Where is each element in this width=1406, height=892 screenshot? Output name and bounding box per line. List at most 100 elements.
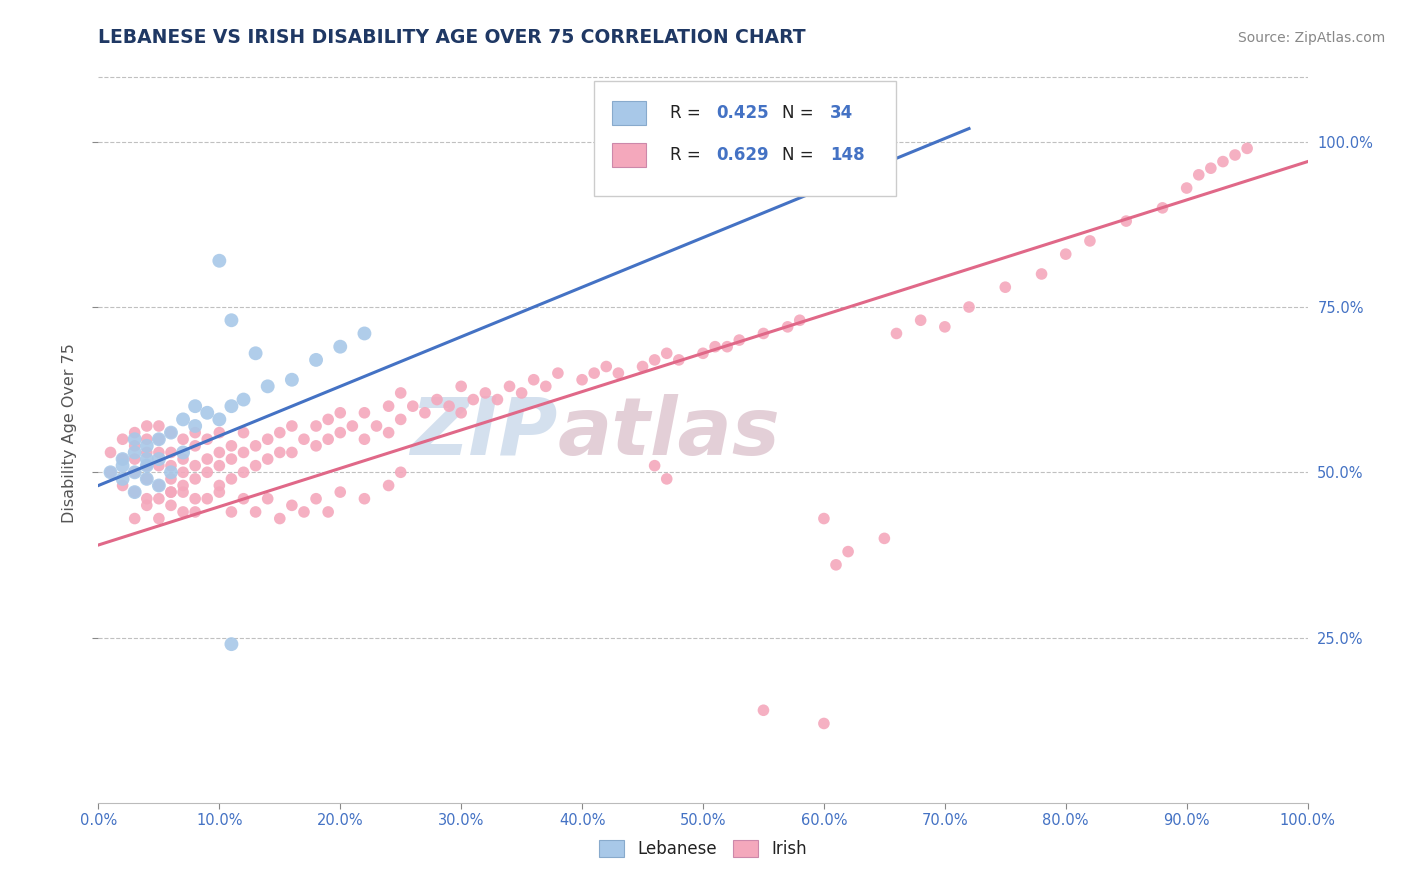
Text: 148: 148	[830, 146, 865, 164]
Point	[160, 458, 183, 473]
Point	[135, 419, 157, 434]
Point	[208, 412, 231, 426]
Point	[534, 379, 557, 393]
Point	[366, 419, 388, 434]
Point	[1031, 267, 1053, 281]
Point	[148, 478, 170, 492]
Point	[124, 452, 146, 467]
Point	[111, 432, 134, 446]
Point	[135, 472, 157, 486]
Point	[1188, 168, 1211, 182]
Point	[873, 532, 896, 546]
Point	[353, 326, 375, 341]
Point	[547, 366, 569, 380]
Point	[752, 326, 775, 341]
Point	[100, 445, 122, 459]
Point	[208, 425, 231, 440]
Point	[135, 439, 157, 453]
Point	[135, 491, 157, 506]
FancyBboxPatch shape	[613, 101, 645, 125]
Point	[135, 432, 157, 446]
Point	[148, 419, 170, 434]
Point	[474, 386, 496, 401]
Point	[523, 373, 546, 387]
Point	[329, 406, 352, 420]
Point	[934, 319, 956, 334]
Point	[245, 458, 267, 473]
Point	[402, 399, 425, 413]
Point	[160, 472, 183, 486]
Point	[281, 445, 304, 459]
Point	[135, 499, 157, 513]
Point	[256, 491, 278, 506]
Point	[111, 458, 134, 473]
Point	[124, 445, 146, 459]
Point	[245, 439, 267, 453]
Point	[728, 333, 751, 347]
Point	[160, 465, 183, 479]
Point	[752, 703, 775, 717]
Text: 34: 34	[830, 103, 853, 122]
Point	[413, 406, 436, 420]
Point	[789, 313, 811, 327]
Point	[269, 445, 291, 459]
Point	[269, 511, 291, 525]
Point	[837, 544, 859, 558]
Point	[281, 499, 304, 513]
Point	[1115, 214, 1137, 228]
Point	[486, 392, 509, 407]
Point	[208, 485, 231, 500]
Point	[1175, 181, 1198, 195]
Point	[160, 425, 183, 440]
Point	[172, 485, 194, 500]
Point	[655, 346, 678, 360]
Point	[232, 465, 254, 479]
Point	[172, 505, 194, 519]
Point	[195, 406, 218, 420]
Point	[195, 452, 218, 467]
Point	[148, 511, 170, 525]
Point	[172, 432, 194, 446]
Point	[1236, 141, 1258, 155]
Point	[692, 346, 714, 360]
Point	[232, 425, 254, 440]
Point	[195, 465, 218, 479]
Point	[195, 491, 218, 506]
Point	[1078, 234, 1101, 248]
Point	[377, 399, 399, 413]
Point	[124, 425, 146, 440]
Point	[305, 439, 328, 453]
Point	[329, 425, 352, 440]
Point	[160, 499, 183, 513]
Point	[813, 716, 835, 731]
Point	[184, 458, 207, 473]
Point	[124, 465, 146, 479]
Point	[245, 505, 267, 519]
Point	[716, 340, 738, 354]
Point	[813, 511, 835, 525]
Point	[292, 505, 315, 519]
Point	[353, 406, 375, 420]
Point	[316, 505, 339, 519]
Point	[305, 491, 328, 506]
Point	[111, 472, 134, 486]
Point	[571, 373, 593, 387]
Text: 0.425: 0.425	[716, 103, 769, 122]
Point	[160, 485, 183, 500]
Point	[463, 392, 485, 407]
Point	[316, 432, 339, 446]
Point	[1223, 148, 1246, 162]
Point	[148, 452, 170, 467]
Point	[111, 478, 134, 492]
Point	[135, 458, 157, 473]
Point	[704, 340, 727, 354]
Point	[281, 373, 304, 387]
Point	[607, 366, 630, 380]
Text: R =: R =	[671, 103, 706, 122]
Point	[1152, 201, 1174, 215]
Point	[583, 366, 606, 380]
Point	[124, 465, 146, 479]
Point	[172, 465, 194, 479]
Point	[124, 485, 146, 500]
Point	[1212, 154, 1234, 169]
